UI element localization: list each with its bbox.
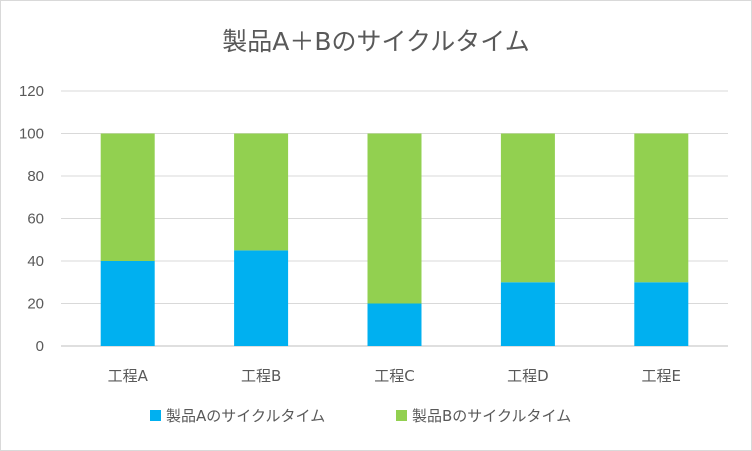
legend-item-series-a: 製品Aのサイクルタイム (150, 405, 325, 426)
x-tick-label: 工程A (108, 367, 149, 385)
bar-series-b (500, 133, 555, 283)
bar-series-a (367, 303, 422, 346)
legend-swatch-series-a (150, 410, 161, 421)
x-tick-label: 工程C (374, 367, 414, 385)
x-tick-label: 工程D (507, 367, 549, 385)
bar-series-a (500, 282, 555, 346)
legend-item-series-b: 製品Bのサイクルタイム (396, 405, 571, 426)
bar-series-b (100, 133, 155, 261)
x-tick-label: 工程E (642, 367, 681, 385)
chart-title: 製品A＋Bのサイクルタイム (222, 27, 530, 56)
bar-series-b (234, 133, 289, 251)
legend-label-series-b: 製品Bのサイクルタイム (412, 407, 572, 425)
bar-series-b (367, 133, 422, 304)
bar-series-b (634, 133, 689, 283)
y-tick-label: 0 (36, 338, 44, 355)
legend-swatch-series-b (396, 410, 407, 421)
bar-series-a (234, 250, 289, 346)
x-tick-label: 工程B (241, 367, 281, 385)
y-tick-label: 100 (19, 126, 44, 143)
y-tick-label: 20 (27, 296, 44, 313)
y-tick-label: 80 (27, 168, 44, 185)
y-tick-label: 40 (27, 253, 44, 270)
y-tick-label: 60 (27, 211, 44, 228)
legend-label-series-a: 製品Aのサイクルタイム (166, 407, 326, 425)
y-tick-label: 120 (19, 83, 44, 100)
legend: 製品Aのサイクルタイム 製品Bのサイクルタイム (0, 405, 752, 429)
bar-series-a (100, 261, 155, 346)
bar-series-a (634, 282, 689, 346)
